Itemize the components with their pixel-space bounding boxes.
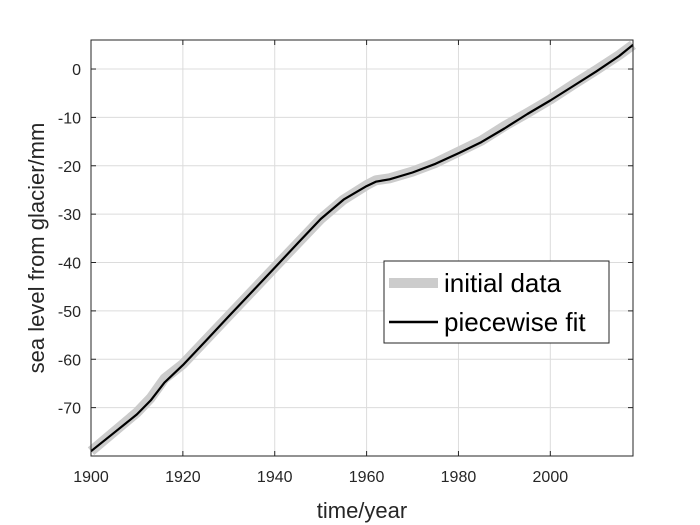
- y-tick-label: 0: [72, 62, 81, 79]
- series-line-initial-data: [87, 40, 636, 456]
- x-tick-label: 1980: [441, 469, 477, 486]
- y-tick-label: -50: [58, 304, 81, 321]
- y-tick-label: -30: [58, 207, 81, 224]
- legend-box: [383, 260, 610, 344]
- x-axis-label: time/year: [317, 498, 407, 523]
- y-axis-label: sea level from glacier/mm: [24, 123, 49, 374]
- x-tick-label: 1900: [73, 469, 109, 486]
- series-line-piecewise-fit: [90, 43, 634, 453]
- series-layer: [87, 40, 636, 456]
- y-tick-label: -10: [58, 110, 81, 127]
- y-tick-label: -20: [58, 159, 81, 176]
- ticks: 1900 1920 1940 1960 1980 2000 0 -10 -20 -30 -40 -50…: [58, 40, 633, 486]
- grid: [90, 40, 633, 456]
- y-tick-label: -60: [58, 352, 81, 369]
- y-tick-label: -40: [58, 256, 81, 273]
- axes-box: [90, 39, 634, 457]
- legend-label-initial-data: initial data: [444, 268, 562, 298]
- x-tick-label: 1960: [349, 469, 385, 486]
- x-tick-label: 2000: [533, 469, 569, 486]
- legend-label-piecewise-fit: piecewise fit: [444, 307, 586, 337]
- legend: initial data piecewise fit: [383, 260, 610, 344]
- x-tick-label: 1920: [165, 469, 201, 486]
- y-tick-label: -70: [58, 401, 81, 418]
- x-tick-label: 1940: [257, 469, 293, 486]
